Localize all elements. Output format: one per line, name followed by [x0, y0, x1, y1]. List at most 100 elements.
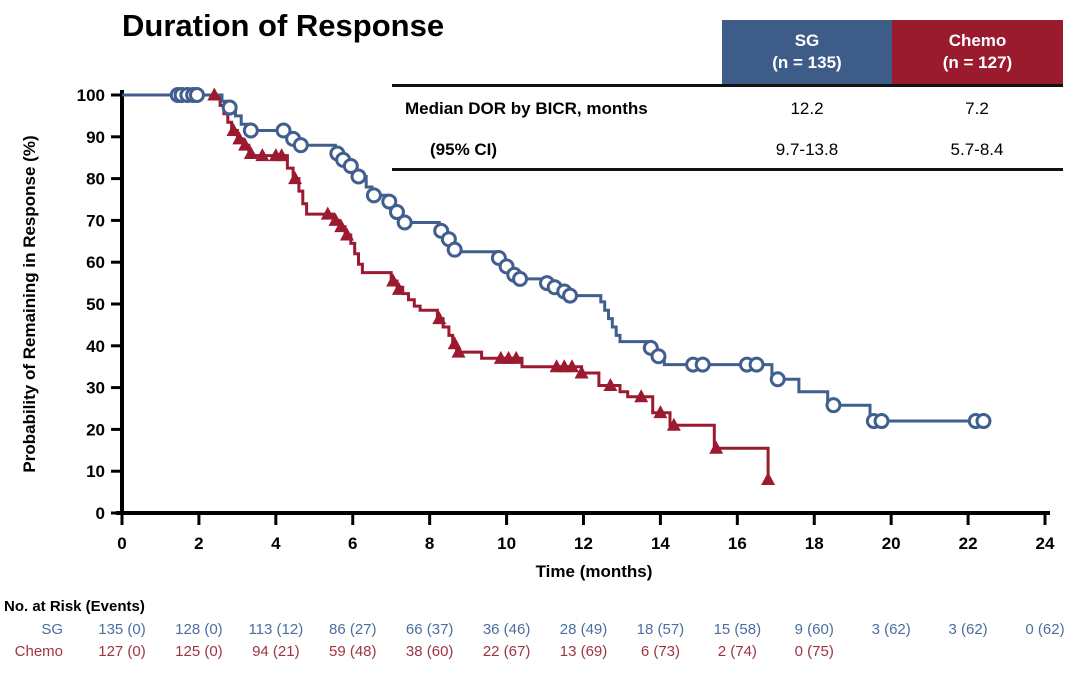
- risk-count-chemo-m2: 125 (0): [175, 643, 223, 660]
- median-dor-chemo-value: 7.2: [965, 99, 989, 118]
- median-dor-row-label: Median DOR by BICR, months: [405, 99, 648, 118]
- x-tick-label: 2: [194, 534, 203, 553]
- censor-circle-sg: [342, 158, 359, 175]
- censor-circle-sg: [873, 413, 890, 430]
- risk-count-sg-m16: 15 (58): [713, 621, 762, 638]
- censor-circle-sg: [562, 287, 579, 304]
- y-tick-label: 100: [77, 86, 105, 105]
- chemo-header-cell: Chemo (n = 127): [892, 20, 1063, 84]
- y-axis-title: Probability of Remaining in Response (%): [20, 135, 39, 473]
- risk-row-sg-label: SG: [41, 621, 63, 638]
- risk-count-chemo-m16: 2 (74): [717, 643, 757, 660]
- risk-count-chemo-m4: 94 (21): [252, 643, 300, 660]
- censor-circle-sg: [446, 241, 463, 258]
- ci-sg-value: 9.7-13.8: [775, 140, 839, 159]
- censor-circle-sg: [650, 348, 667, 365]
- censor-triangle-chemo: [274, 148, 289, 162]
- y-tick-label: 10: [86, 462, 105, 481]
- risk-count-chemo-m0: 127 (0): [98, 643, 146, 660]
- censor-triangle-chemo: [238, 137, 253, 151]
- censor-triangle-chemo: [207, 87, 222, 101]
- risk-table-title: No. at Risk (Events): [4, 598, 145, 615]
- x-tick-label: 24: [1036, 534, 1055, 553]
- censor-triangle-chemo: [574, 365, 589, 379]
- censor-triangle-chemo: [288, 171, 303, 185]
- risk-count-chemo-m18: 0 (75): [794, 643, 834, 660]
- x-tick-label: 20: [882, 534, 901, 553]
- y-tick-label: 20: [86, 420, 105, 439]
- y-tick-label: 0: [96, 504, 105, 523]
- x-tick-label: 22: [959, 534, 978, 553]
- y-tick-label: 90: [86, 128, 105, 147]
- stats-table-top-rule: [392, 84, 1063, 87]
- censor-circle-sg: [292, 137, 309, 154]
- ci-row-label: (95% CI): [430, 140, 498, 159]
- censor-circle-sg: [365, 187, 382, 204]
- y-tick-label: 70: [86, 211, 105, 230]
- y-tick-label: 80: [86, 170, 105, 189]
- censor-triangle-chemo: [232, 131, 247, 145]
- censor-circle-sg: [350, 168, 367, 185]
- risk-count-sg-m14: 18 (57): [636, 621, 685, 638]
- censor-circle-sg: [388, 204, 405, 221]
- risk-count-sg-m10: 36 (46): [482, 621, 531, 638]
- ci-chemo-value: 5.7-8.4: [950, 140, 1004, 159]
- risk-count-chemo-m14: 6 (73): [640, 643, 680, 660]
- chemo-header-label: Chemo: [948, 30, 1007, 50]
- censor-circle-sg: [512, 270, 529, 287]
- censor-triangle-chemo: [243, 146, 258, 160]
- median-dor-sg-value: 12.2: [790, 99, 824, 118]
- y-tick-label: 50: [86, 295, 105, 314]
- risk-count-chemo-m6: 59 (48): [328, 643, 377, 660]
- censor-triangle-chemo: [320, 206, 335, 220]
- x-tick-label: 16: [728, 534, 747, 553]
- risk-count-sg-m0: 135 (0): [98, 621, 146, 638]
- risk-row-sg: SG 135 (0) 128 (0) 113 (12) 86 (27) 66 (37) 3…: [0, 621, 1080, 640]
- stats-table-bottom-rule: [392, 168, 1063, 171]
- censor-triangle-chemo: [709, 440, 724, 454]
- risk-count-chemo-m10: 22 (67): [482, 643, 531, 660]
- page-title: Duration of Response: [122, 8, 445, 43]
- censor-triangle-chemo: [564, 359, 579, 373]
- x-axis-title: Time (months): [535, 562, 653, 581]
- censor-triangle-chemo: [226, 123, 241, 137]
- censor-triangle-chemo: [653, 405, 668, 419]
- x-tick-label: 18: [805, 534, 824, 553]
- risk-count-sg-m4: 113 (12): [248, 621, 304, 638]
- risk-count-sg-m6: 86 (27): [328, 621, 377, 638]
- censor-circle-sg: [748, 356, 765, 373]
- y-tick-label: 40: [86, 337, 105, 356]
- y-tick-label: 60: [86, 253, 105, 272]
- x-tick-label: 6: [348, 534, 357, 553]
- censor-triangle-chemo: [451, 344, 466, 358]
- censor-triangle-chemo: [391, 281, 406, 295]
- censor-triangle-chemo: [634, 389, 649, 403]
- x-tick-label: 12: [574, 534, 593, 553]
- censor-circle-sg: [275, 122, 292, 139]
- risk-count-sg-m22: 3 (62): [948, 621, 988, 638]
- censor-triangle-chemo: [255, 148, 270, 162]
- censor-triangle-chemo: [432, 311, 447, 325]
- sg-header-cell: SG (n = 135): [722, 20, 892, 84]
- censor-triangle-chemo: [328, 212, 343, 226]
- risk-count-sg-m8: 66 (37): [405, 621, 454, 638]
- sg-header-label: SG: [794, 30, 820, 50]
- chemo-header-n: (n = 127): [942, 53, 1013, 72]
- x-tick-label: 0: [117, 534, 126, 553]
- censor-circle-sg: [221, 99, 238, 116]
- risk-count-chemo-m12: 13 (69): [559, 643, 608, 660]
- censor-triangle-chemo: [603, 378, 618, 392]
- risk-count-sg-m2: 128 (0): [175, 621, 223, 638]
- risk-row-chemo-label: Chemo: [14, 643, 63, 660]
- censor-triangle-chemo: [339, 227, 354, 241]
- censor-circle-sg: [694, 356, 711, 373]
- censor-circle-sg: [396, 214, 413, 231]
- censor-circle-sg: [381, 193, 398, 210]
- x-tick-label: 10: [497, 534, 516, 553]
- risk-count-sg-m24: 0 (62): [1025, 621, 1065, 638]
- y-tick-label: 30: [86, 379, 105, 398]
- censor-triangle-chemo: [509, 350, 524, 364]
- censor-triangle-chemo: [334, 219, 349, 233]
